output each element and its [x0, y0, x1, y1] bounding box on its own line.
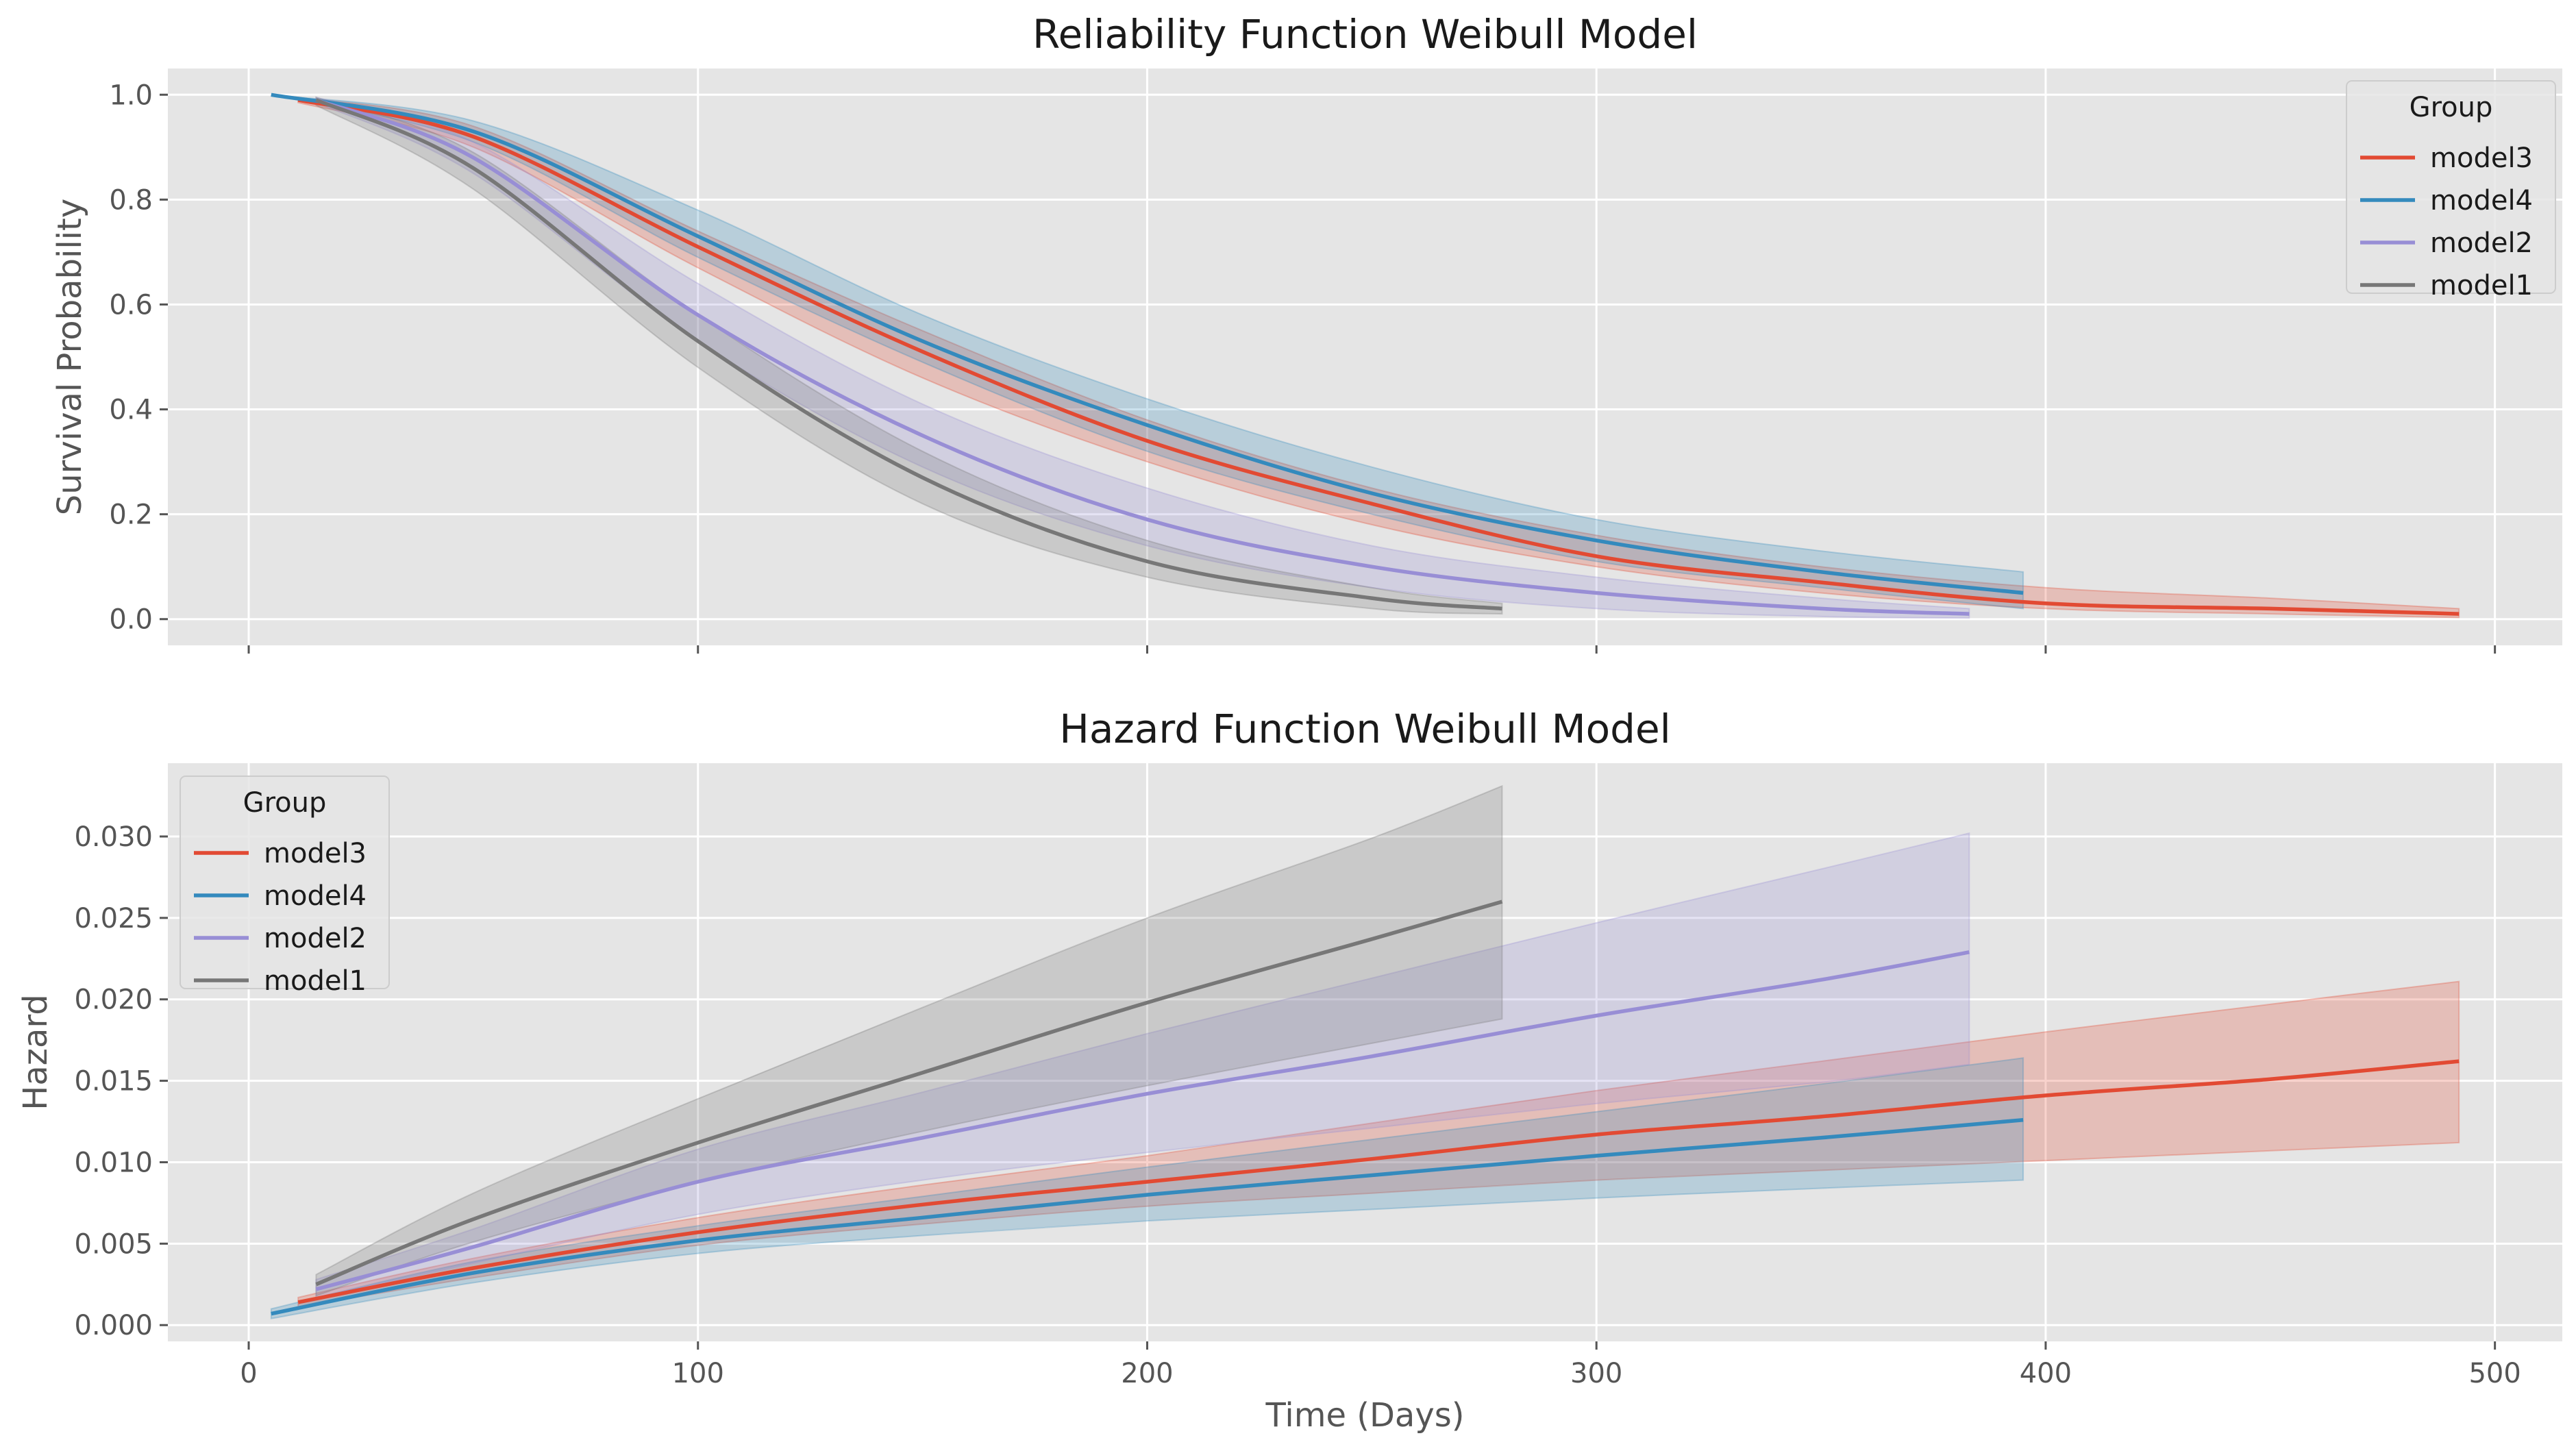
reliability-series-lines [271, 92, 2460, 616]
confidence-band-model2 [315, 832, 1970, 1299]
hazard-series-lines [271, 900, 2460, 1316]
confidence-band-model4 [271, 94, 2024, 610]
hazard-y-axis-label: Hazard [16, 994, 55, 1110]
hazard-panel: 0 100 200 300 400 500 0.000 0.005 0.010 0.015 0.02… [16, 706, 2562, 1435]
y-tick-label: 0.6 [109, 289, 153, 321]
legend-label-model3: model3 [264, 838, 367, 869]
x-tick-label: 400 [2020, 1358, 2072, 1389]
legend-label-model2: model2 [2430, 227, 2533, 259]
series-line-model1 [315, 900, 1503, 1287]
legend-label-model1: model1 [2430, 270, 2533, 301]
y-tick-label: 0.010 [74, 1147, 153, 1178]
y-tick-label: 0.2 [109, 499, 153, 531]
reliability-chart-title: Reliability Function Weibull Model [1032, 11, 1698, 58]
series-line-model3 [297, 98, 2460, 616]
reliability-panel: 0.0 0.2 0.4 0.6 0.8 1.0 Reliability Function … [51, 11, 2562, 654]
x-tick-label: 300 [1570, 1358, 1622, 1389]
y-tick-label: 0.0 [109, 604, 153, 636]
y-tick-label: 1.0 [109, 79, 153, 111]
reliability-y-axis-label: Survival Probability [51, 199, 89, 516]
y-tick-label: 0.000 [74, 1310, 153, 1341]
confidence-band-model4 [270, 1057, 2024, 1319]
legend-label-model2: model2 [264, 923, 367, 954]
series-line-model4 [271, 92, 2024, 595]
hazard-legend: Group model3 model4 model2 model1 [179, 776, 390, 997]
series-line-model2 [315, 98, 1970, 616]
legend-label-model4: model4 [264, 880, 367, 912]
reliability-plot-area [168, 69, 2562, 645]
hazard-grid [168, 763, 2562, 1341]
hazard-x-axis-label: Time (Days) [1265, 1396, 1465, 1435]
y-tick-label: 0.005 [74, 1228, 153, 1260]
reliability-legend: Group model3 model4 model2 model1 [2346, 80, 2556, 301]
legend-box [179, 776, 390, 989]
y-tick-label: 0.015 [74, 1066, 153, 1097]
hazard-ticks: 0 100 200 300 400 500 0.000 0.005 0.010 0.015 0.02… [74, 821, 2521, 1389]
x-tick-label: 500 [2468, 1358, 2521, 1389]
hazard-chart-title: Hazard Function Weibull Model [1059, 706, 1671, 752]
y-tick-label: 0.020 [74, 984, 153, 1016]
legend-label-model4: model4 [2430, 185, 2533, 216]
series-line-model2 [315, 950, 1970, 1291]
confidence-band-model3 [297, 96, 2460, 619]
x-tick-label: 0 [240, 1358, 257, 1389]
reliability-grid [168, 69, 2562, 645]
legend-label-model1: model1 [264, 965, 367, 997]
legend-title: Group [2410, 92, 2493, 123]
series-line-model4 [271, 1117, 2024, 1316]
legend-label-model3: model3 [2430, 142, 2533, 174]
series-line-model1 [315, 98, 1502, 611]
y-tick-label: 0.4 [109, 395, 153, 426]
hazard-plot-area [168, 763, 2562, 1341]
x-tick-label: 200 [1121, 1358, 1173, 1389]
legend-title: Group [243, 787, 327, 819]
y-tick-label: 0.8 [109, 184, 153, 216]
confidence-band-model2 [315, 96, 1970, 619]
y-tick-label: 0.030 [74, 821, 153, 853]
reliability-ticks: 0.0 0.2 0.4 0.6 0.8 1.0 [109, 79, 2497, 654]
series-line-model3 [297, 1059, 2460, 1304]
y-tick-label: 0.025 [74, 903, 153, 934]
x-tick-label: 100 [672, 1358, 724, 1389]
legend-box [2346, 80, 2556, 294]
